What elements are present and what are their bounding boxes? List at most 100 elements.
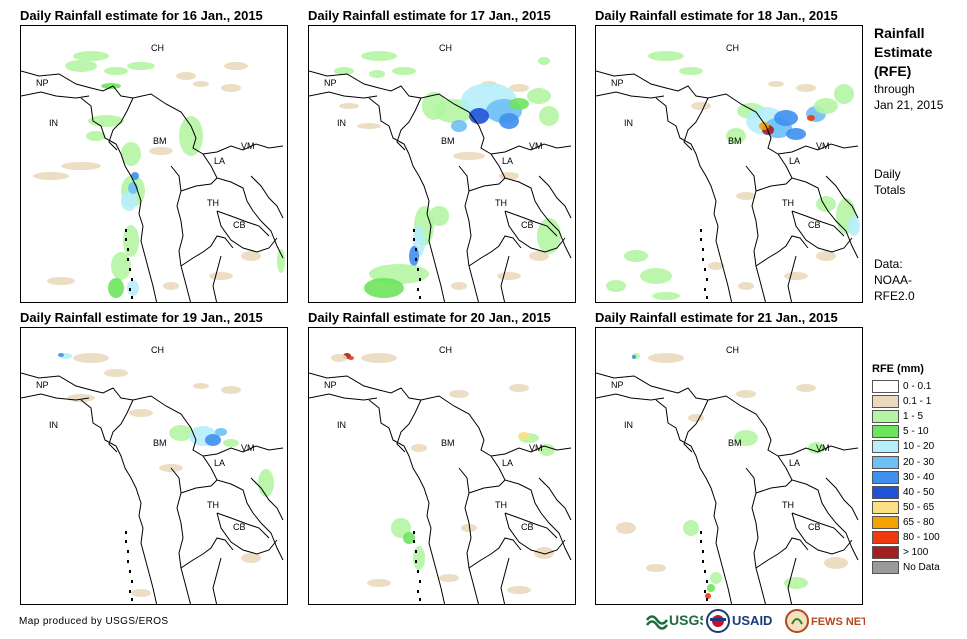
country-border (791, 210, 853, 253)
usgs-logo: USGS (645, 608, 703, 634)
totals-label: Totals (874, 183, 906, 197)
country-border (420, 93, 492, 155)
country-label-in: IN (49, 118, 58, 128)
country-label-ch: CH (151, 345, 164, 355)
sidebar-data: Data: NOAA- RFE2.0 (874, 256, 915, 304)
map-svg: CH NP IN BM VM LA TH CB (596, 345, 859, 604)
country-border (458, 165, 479, 302)
legend-item: 1 - 5 (872, 409, 952, 424)
country-label-np: NP (611, 78, 624, 88)
legend-item: 10 - 20 (872, 439, 952, 454)
rainfall-area (461, 524, 477, 532)
country-label-ch: CH (726, 345, 739, 355)
island (129, 288, 131, 291)
rainfall-area (774, 110, 798, 126)
rainfall-area (205, 434, 221, 446)
country-label-th: TH (495, 500, 507, 510)
usgs-logo-icon: USGS (645, 612, 703, 630)
rainfall-area (331, 354, 347, 362)
legend-label: 65 - 80 (903, 516, 935, 528)
map-panel-20: CH NP IN BM VM LA TH CB (308, 327, 576, 605)
country-border (504, 512, 566, 555)
legend-item: 80 - 100 (872, 530, 952, 545)
country-border (212, 255, 222, 302)
country-label-la: LA (789, 156, 800, 166)
country-border (683, 97, 709, 151)
country-border (787, 255, 797, 302)
rainfall-area (726, 128, 746, 144)
legend-item: 40 - 50 (872, 485, 952, 500)
rainfall-area (509, 98, 529, 110)
country-border (787, 557, 797, 604)
country-border (777, 153, 859, 259)
rainfall-area (258, 469, 274, 497)
rainfall-area (768, 81, 784, 87)
rainfall-area (646, 564, 666, 572)
country-border (21, 393, 90, 401)
island (700, 229, 702, 232)
island (700, 540, 702, 543)
country-border (596, 70, 709, 99)
rainfall-area (816, 251, 836, 261)
island (415, 248, 417, 251)
country-label-bm: BM (728, 136, 742, 146)
legend-swatch (872, 410, 899, 424)
country-label-bm: BM (441, 136, 455, 146)
country-border (504, 210, 558, 237)
island (127, 258, 129, 261)
legend-item: 5 - 10 (872, 424, 952, 439)
rainfall-area (367, 579, 391, 587)
rainfall-area (616, 522, 636, 534)
rainfall-area (348, 356, 354, 360)
legend-swatch (872, 500, 899, 514)
legend-swatch (872, 515, 899, 529)
legend-swatch (872, 425, 899, 439)
country-border (420, 395, 492, 457)
legend-swatch (872, 440, 899, 454)
legend-item: 0.1 - 1 (872, 394, 952, 409)
island (415, 258, 417, 261)
title-rainfall: Rainfall (874, 25, 925, 41)
legend-label: 0 - 0.1 (903, 381, 932, 393)
country-border (468, 235, 522, 267)
country-label-ch: CH (726, 43, 739, 53)
country-label-np: NP (611, 380, 624, 390)
island (704, 268, 706, 271)
country-label-vm: VM (816, 141, 830, 151)
rainfall-area (652, 292, 680, 300)
country-border (216, 210, 278, 253)
country-border (108, 399, 134, 453)
island (700, 238, 702, 241)
country-label-bm: BM (153, 136, 167, 146)
country-border (170, 467, 191, 604)
country-border (180, 177, 218, 192)
legend-item: > 100 (872, 545, 952, 560)
country-border (468, 177, 506, 192)
rainfall-area (277, 249, 285, 273)
map-svg: CH NP IN BM VM LA TH CB (309, 43, 572, 302)
island (417, 590, 419, 593)
country-label-np: NP (36, 380, 49, 390)
country-label-vm: VM (241, 141, 255, 151)
legend-label: No Data (903, 562, 940, 574)
country-border (108, 97, 134, 151)
legend-label: 0.1 - 1 (903, 396, 932, 408)
country-border (500, 557, 510, 604)
country-border (504, 210, 566, 253)
island (131, 580, 133, 583)
country-border (468, 537, 522, 569)
legend-label: 40 - 50 (903, 486, 935, 498)
rainfall-area (449, 390, 469, 398)
rainfall-area (688, 414, 704, 422)
rainfall-area (499, 172, 519, 180)
rainfall-area (361, 51, 397, 61)
legend-item: 30 - 40 (872, 470, 952, 485)
map-svg: CH NP IN BM VM LA TH CB (596, 43, 860, 302)
country-label-bm: BM (441, 438, 455, 448)
country-label-cb: CB (808, 220, 821, 230)
country-border (132, 395, 204, 457)
country-label-la: LA (214, 458, 225, 468)
island (706, 278, 708, 281)
rainfall-area (131, 172, 139, 180)
usgs-logo-text: USGS (669, 612, 703, 628)
